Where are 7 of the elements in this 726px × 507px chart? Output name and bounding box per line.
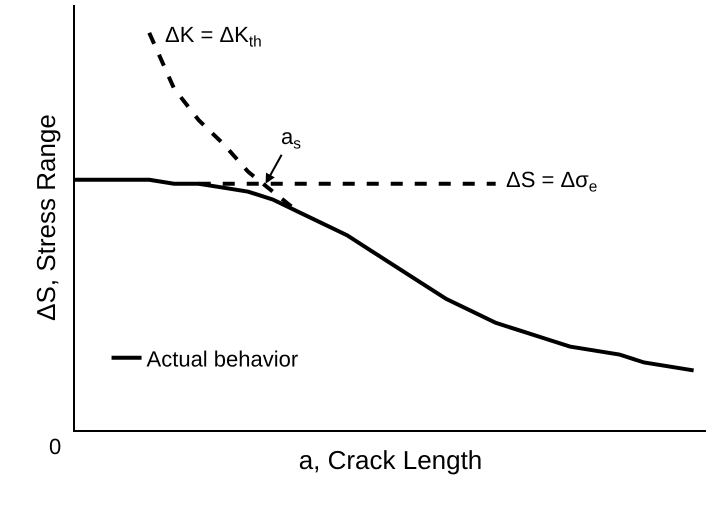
legend-label: Actual behavior [146,346,298,372]
series-label: ΔK = ΔK$_{th}$ [165,22,262,51]
series-label: ΔS = Δσ$_{e}$ [506,167,598,196]
y-axis-title: ΔS, Stress Range [30,114,61,321]
x-axis-title: a, Crack Length [298,445,482,476]
annotation: a$_{s}$ [281,124,302,153]
text: 0 [49,434,62,459]
